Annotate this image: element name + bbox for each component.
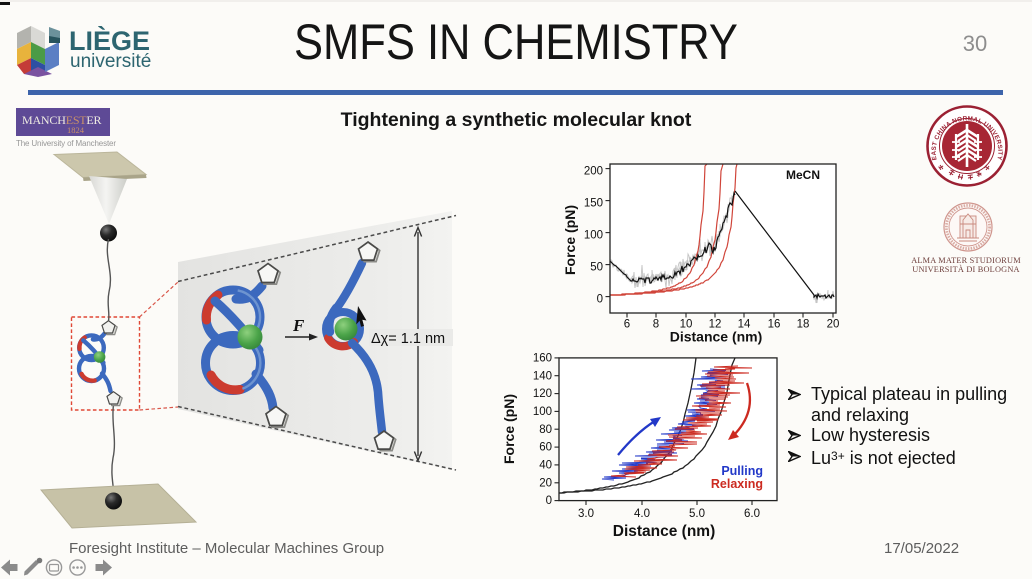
- svg-text:5.0: 5.0: [689, 508, 705, 520]
- svg-text:20: 20: [827, 319, 840, 331]
- svg-text:Relaxing: Relaxing: [711, 477, 763, 491]
- svg-text:MeCN: MeCN: [786, 168, 820, 182]
- svg-text:40: 40: [539, 460, 552, 472]
- svg-text:12: 12: [709, 319, 722, 331]
- svg-text:16: 16: [768, 319, 781, 331]
- svg-text:Force (pN): Force (pN): [501, 394, 517, 464]
- svg-text:160: 160: [533, 353, 552, 365]
- svg-text:F: F: [292, 316, 305, 335]
- svg-text:140: 140: [533, 370, 552, 382]
- svg-text:120: 120: [533, 388, 552, 400]
- svg-text:80: 80: [539, 424, 552, 436]
- svg-text:200: 200: [584, 166, 603, 178]
- svg-text:Δχ= 1.1 nm: Δχ= 1.1 nm: [371, 331, 445, 347]
- svg-text:100: 100: [533, 406, 552, 418]
- svg-text:0: 0: [546, 495, 552, 507]
- svg-text:8: 8: [653, 319, 659, 331]
- svg-text:6.0: 6.0: [744, 508, 760, 520]
- svg-text:10: 10: [680, 319, 693, 331]
- svg-text:université: université: [70, 51, 151, 72]
- svg-text:100: 100: [584, 230, 603, 242]
- svg-text:14: 14: [738, 319, 751, 331]
- svg-text:3.0: 3.0: [578, 508, 594, 520]
- svg-text:18: 18: [797, 319, 810, 331]
- svg-text:4.0: 4.0: [634, 508, 650, 520]
- svg-text:LIÈGE: LIÈGE: [69, 25, 150, 56]
- svg-text:20: 20: [539, 477, 552, 489]
- svg-text:150: 150: [584, 198, 603, 210]
- svg-text:Distance (nm): Distance (nm): [613, 523, 716, 540]
- svg-text:6: 6: [624, 319, 630, 331]
- svg-text:60: 60: [539, 442, 552, 454]
- svg-text:0: 0: [597, 294, 603, 306]
- svg-text:Distance (nm): Distance (nm): [670, 329, 763, 345]
- svg-text:50: 50: [590, 262, 603, 274]
- svg-text:Pulling: Pulling: [721, 464, 763, 478]
- svg-text:Force (pN): Force (pN): [562, 205, 578, 275]
